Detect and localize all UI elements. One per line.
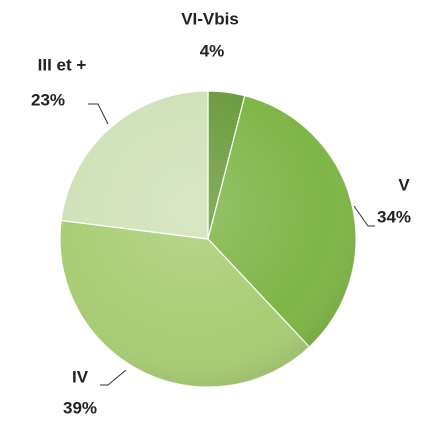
pie-slice — [60, 90, 209, 240]
value-label: 39% — [63, 398, 97, 417]
pie — [59, 90, 357, 388]
leader-line — [88, 103, 109, 125]
category-label: IV — [72, 367, 89, 386]
value-label: 34% — [377, 207, 411, 226]
value-label: 23% — [31, 90, 65, 109]
leader-line — [353, 205, 375, 227]
value-label: 4% — [200, 41, 225, 60]
category-label: VI-Vbis — [181, 9, 239, 28]
leader-line — [100, 369, 127, 386]
category-label: V — [398, 175, 410, 194]
category-label: III et + — [38, 55, 87, 74]
